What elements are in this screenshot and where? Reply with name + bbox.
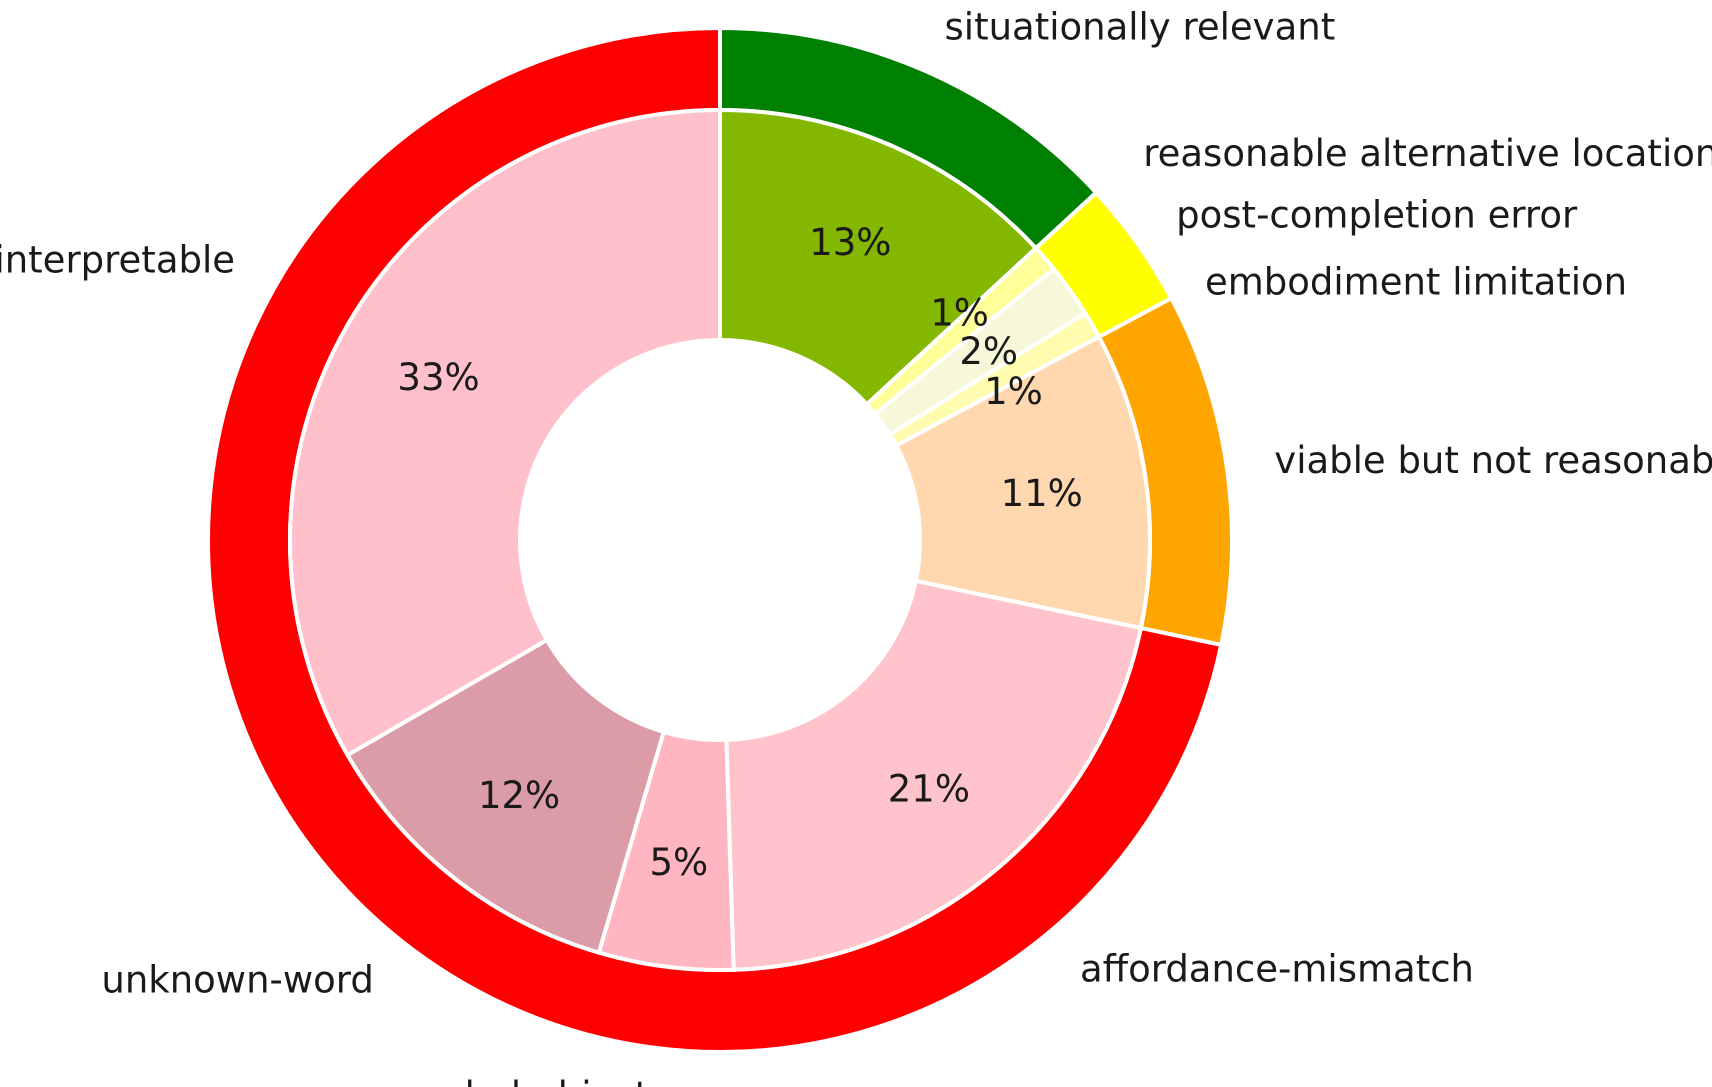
wedge-uninterpretable — [288, 107, 722, 758]
category-label-embodiment-limitation: embodiment limitation — [1205, 261, 1627, 304]
wedge-affordance-mismatch — [724, 578, 1144, 972]
outer-ring — [206, 25, 1234, 1054]
category-label-reasonable-alternative-location: reasonable alternative location — [1143, 132, 1712, 175]
percent-label-unknown-word: 12% — [478, 774, 560, 817]
percent-label-uninterpretable: 33% — [397, 356, 479, 399]
inner-ring — [288, 107, 1152, 972]
percent-label-reasonable-alternative-location: 1% — [930, 292, 989, 335]
category-label-situationally-relevant: situationally relevant — [945, 5, 1336, 48]
category-label-affordance-mismatch: affordance-mismatch — [1080, 947, 1474, 990]
percent-label-situationally-relevant: 13% — [809, 221, 891, 264]
percent-label-post-completion-error: 2% — [959, 330, 1018, 373]
percent-labels: 13% 1%2%1% 11% 21% 5% 12% 33% — [397, 221, 1082, 884]
percent-label-viable-but-not-reasonable: 11% — [1001, 472, 1083, 515]
wedge-situationally-relevant — [718, 107, 1039, 408]
percent-label-ungrounded-object: 5% — [650, 841, 709, 884]
category-label-ungrounded-object: ungrounded-object — [297, 1074, 649, 1087]
category-label-uninterpretable: uninterpretable — [0, 239, 235, 282]
percent-label-affordance-mismatch: 21% — [888, 767, 970, 810]
category-label-viable-but-not-reasonable: viable but not reasonable — [1274, 439, 1712, 482]
category-labels: situationally relevant reasonable alterna… — [0, 5, 1712, 1087]
wedge-viable-but-not-reasonable — [893, 334, 1152, 631]
wedge-unknown-word — [344, 637, 667, 956]
category-label-post-completion-error: post-completion error — [1176, 194, 1578, 237]
percent-label-embodiment-limitation: 1% — [984, 370, 1043, 413]
category-label-unknown-word: unknown-word — [101, 959, 373, 1002]
